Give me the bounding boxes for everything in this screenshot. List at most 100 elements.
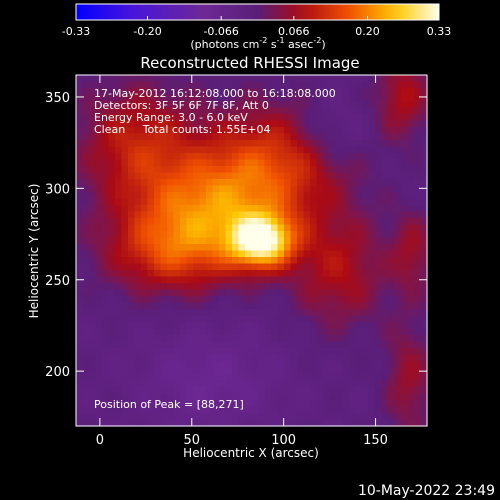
heatmap-cell: [154, 140, 162, 148]
heatmap-cell: [225, 159, 233, 167]
heatmap-cell: [219, 315, 227, 323]
heatmap-cell: [349, 374, 357, 382]
heatmap-cell: [108, 257, 116, 265]
heatmap-cell: [277, 393, 285, 401]
heatmap-cell: [362, 211, 370, 219]
heatmap-cell: [401, 270, 409, 278]
heatmap-cell: [238, 387, 246, 395]
heatmap-cell: [154, 315, 162, 323]
heatmap-cell: [89, 224, 97, 232]
heatmap-cell: [297, 309, 305, 317]
heatmap-cell: [290, 244, 298, 252]
heatmap-cell: [251, 179, 259, 187]
heatmap-cell: [251, 75, 259, 83]
heatmap-cell: [310, 296, 318, 304]
heatmap-cell: [336, 231, 344, 239]
heatmap-cell: [277, 172, 285, 180]
heatmap-cell: [420, 257, 428, 265]
heatmap-cell: [271, 127, 279, 135]
heatmap-cell: [407, 296, 415, 304]
heatmap-cell: [355, 348, 363, 356]
heatmap-cell: [193, 192, 201, 200]
heatmap-cell: [388, 309, 396, 317]
heatmap-cell: [82, 270, 90, 278]
heatmap-cell: [186, 231, 194, 239]
heatmap-cell: [82, 400, 90, 408]
heatmap-cell: [173, 192, 181, 200]
heatmap-cell: [134, 218, 142, 226]
heatmap-cell: [238, 244, 246, 252]
heatmap-cell: [212, 406, 220, 414]
heatmap-cell: [277, 120, 285, 128]
heatmap-cell: [368, 101, 376, 109]
heatmap-cell: [199, 315, 207, 323]
heatmap-cell: [407, 289, 415, 297]
heatmap-cell: [303, 263, 311, 271]
heatmap-cell: [95, 81, 103, 89]
heatmap-cell: [310, 270, 318, 278]
heatmap-cell: [193, 185, 201, 193]
heatmap-cell: [95, 361, 103, 369]
heatmap-cell: [375, 335, 383, 343]
heatmap-cell: [206, 387, 214, 395]
heatmap-cell: [336, 283, 344, 291]
heatmap-cell: [160, 276, 168, 284]
heatmap-cell: [401, 88, 409, 96]
heatmap-cell: [134, 374, 142, 382]
heatmap-cell: [180, 88, 188, 96]
heatmap-cell: [121, 367, 129, 375]
heatmap-cell: [180, 309, 188, 317]
heatmap-cell: [316, 400, 324, 408]
heatmap-cell: [225, 211, 233, 219]
heatmap-cell: [180, 153, 188, 161]
heatmap-cell: [342, 140, 350, 148]
heatmap-cell: [420, 309, 428, 317]
heatmap-cell: [199, 81, 207, 89]
heatmap-cell: [199, 322, 207, 330]
heatmap-cell: [388, 380, 396, 388]
heatmap-cell: [212, 94, 220, 102]
heatmap-cell: [134, 133, 142, 141]
heatmap-cell: [271, 315, 279, 323]
heatmap-cell: [323, 133, 331, 141]
heatmap-cell: [401, 413, 409, 421]
heatmap-cell: [199, 153, 207, 161]
heatmap-cell: [173, 101, 181, 109]
heatmap-cell: [186, 328, 194, 336]
heatmap-cell: [232, 81, 240, 89]
heatmap-cell: [147, 224, 155, 232]
heatmap-cell: [323, 296, 331, 304]
heatmap-cell: [108, 231, 116, 239]
heatmap-cell: [277, 159, 285, 167]
heatmap-cell: [206, 114, 214, 122]
heatmap-cell: [401, 374, 409, 382]
heatmap-cell: [95, 231, 103, 239]
heatmap-cell: [349, 179, 357, 187]
heatmap-cell: [89, 289, 97, 297]
heatmap-cell: [76, 322, 84, 330]
heatmap-cell: [394, 75, 402, 83]
heatmap-cell: [82, 185, 90, 193]
heatmap-cell: [89, 88, 97, 96]
heatmap-cell: [277, 146, 285, 154]
heatmap-cell: [407, 309, 415, 317]
heatmap-cell: [342, 413, 350, 421]
heatmap-cell: [407, 244, 415, 252]
heatmap-cell: [329, 393, 337, 401]
heatmap-cell: [258, 166, 266, 174]
heatmap-cell: [95, 159, 103, 167]
heatmap-cell: [284, 133, 292, 141]
heatmap-cell: [407, 387, 415, 395]
heatmap-cell: [251, 296, 259, 304]
heatmap-cell: [258, 218, 266, 226]
heatmap-cell: [271, 107, 279, 115]
heatmap-cell: [141, 244, 149, 252]
heatmap-cell: [329, 127, 337, 135]
heatmap-cell: [134, 231, 142, 239]
heatmap-cell: [134, 296, 142, 304]
heatmap-cell: [297, 231, 305, 239]
heatmap-cell: [264, 224, 272, 232]
heatmap-cell: [323, 341, 331, 349]
heatmap-cell: [128, 263, 136, 271]
heatmap-cell: [173, 393, 181, 401]
